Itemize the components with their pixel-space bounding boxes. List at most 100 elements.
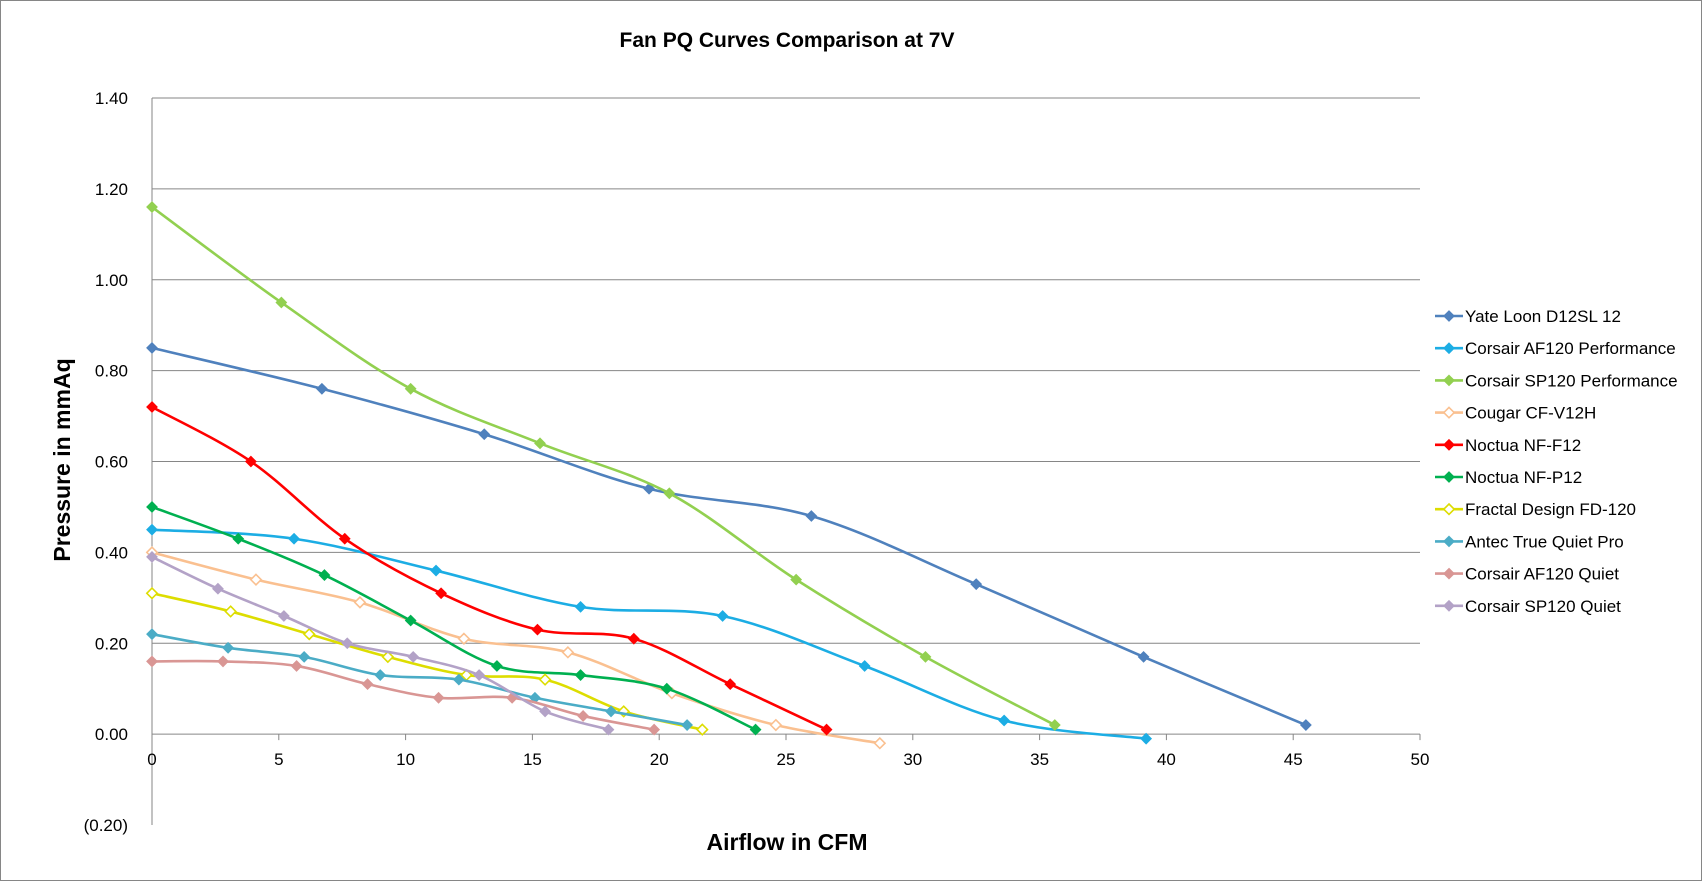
legend-item: Antec True Quiet Pro [1435, 532, 1624, 551]
data-point [353, 596, 367, 609]
data-point [302, 627, 316, 641]
data-point [858, 660, 871, 672]
data-point [298, 650, 311, 663]
x-tick-label: 35 [1030, 750, 1049, 769]
series-yate-loon-d12sl-12 [146, 342, 1312, 731]
data-point [146, 655, 158, 668]
series-line [150, 505, 757, 731]
y-tick-label: 0.20 [95, 634, 128, 653]
series-fractal-design-fd-120 [145, 586, 709, 736]
data-point [473, 669, 486, 681]
legend-marker [1443, 342, 1455, 355]
data-point [146, 342, 158, 354]
data-point [663, 487, 676, 500]
data-point [341, 637, 354, 650]
legend-item: Fractal Design FD-120 [1435, 500, 1636, 519]
x-tick-label: 25 [777, 750, 796, 769]
data-point [660, 682, 673, 695]
data-point [232, 532, 245, 545]
series-line [150, 528, 1148, 740]
data-point [873, 736, 887, 750]
data-point [749, 723, 762, 736]
legend-label: Corsair SP120 Performance [1465, 371, 1678, 390]
series-line [150, 659, 656, 731]
data-point [222, 641, 234, 654]
series-noctua-nf-f12 [146, 401, 833, 736]
legend-marker [1443, 374, 1455, 387]
x-tick-label: 30 [903, 750, 922, 769]
data-point [478, 428, 491, 441]
data-point [430, 564, 442, 577]
x-tick-label: 5 [274, 750, 283, 769]
series-line [150, 632, 689, 727]
data-point [1140, 732, 1153, 745]
legend-marker [1443, 471, 1455, 483]
data-point [217, 655, 229, 668]
data-point [145, 586, 159, 600]
data-point [695, 723, 709, 736]
data-point [577, 710, 590, 722]
data-point [627, 632, 640, 645]
data-point [605, 705, 617, 718]
series-line [150, 205, 1057, 727]
y-tick-label: 0.60 [95, 453, 128, 472]
data-point [998, 714, 1011, 727]
data-point [249, 573, 263, 586]
data-point [643, 482, 655, 495]
data-point [381, 650, 395, 664]
y-axis-title: Pressure in mmAq [49, 358, 75, 561]
x-tick-label: 45 [1284, 750, 1303, 769]
data-point [538, 673, 552, 686]
data-point [1299, 719, 1312, 731]
legend-label: Fractal Design FD-120 [1465, 500, 1636, 519]
x-tick-label: 40 [1157, 750, 1176, 769]
data-point [531, 623, 544, 636]
y-tick-label: (0.20) [84, 816, 128, 835]
data-point [275, 296, 288, 309]
data-point [146, 501, 158, 513]
data-point [338, 532, 351, 545]
legend-marker [1442, 502, 1456, 516]
tick-labels: (0.20) 0.00 0.20 0.40 0.60 0.80 1.00 1.20 1.40 0 5… [84, 89, 1430, 835]
legend-marker [1443, 599, 1455, 612]
y-tick-label: 1.20 [95, 180, 128, 199]
x-axis-title: Airflow in CFM [707, 829, 868, 855]
legend-label: Noctua NF-F12 [1465, 436, 1581, 455]
legend-item: Corsair AF120 Quiet [1435, 565, 1619, 584]
data-point [244, 455, 257, 468]
legend-label: Corsair SP120 Quiet [1465, 597, 1621, 616]
data-point [681, 719, 694, 731]
x-tick-label: 10 [396, 750, 415, 769]
legend-label: Corsair AF120 Quiet [1465, 565, 1619, 584]
data-point [790, 573, 803, 586]
data-point [617, 705, 631, 718]
legend-item: Corsair AF120 Performance [1435, 339, 1676, 358]
legend: Yate Loon D12SL 12 Corsair AF120 Performa… [1435, 307, 1678, 616]
chart-title: Fan PQ Curves Comparison at 7V [620, 29, 955, 52]
series-line [150, 591, 704, 731]
x-tick-label: 0 [147, 750, 156, 769]
data-point [805, 510, 818, 522]
legend-item: Noctua NF-F12 [1435, 436, 1581, 455]
series-corsair-af120-performance [146, 523, 1153, 745]
data-point [602, 723, 615, 736]
data-point [146, 201, 158, 213]
legend-marker [1442, 406, 1456, 419]
data-point [724, 678, 737, 691]
data-point [534, 437, 546, 450]
legend-label: Yate Loon D12SL 12 [1465, 307, 1621, 326]
legend-label: Cougar CF-V12H [1465, 404, 1596, 423]
series-line [150, 346, 1308, 727]
x-tick-label: 50 [1411, 750, 1430, 769]
axes [151, 98, 1421, 825]
series-corsair-af120-quiet [146, 655, 661, 736]
series-line [150, 405, 828, 731]
data-point [919, 650, 932, 663]
x-tick-label: 15 [523, 750, 542, 769]
data-point [146, 551, 158, 563]
data-point [432, 691, 445, 704]
legend-label: Antec True Quiet Pro [1465, 532, 1624, 551]
data-point [435, 587, 448, 600]
data-point [146, 628, 158, 641]
